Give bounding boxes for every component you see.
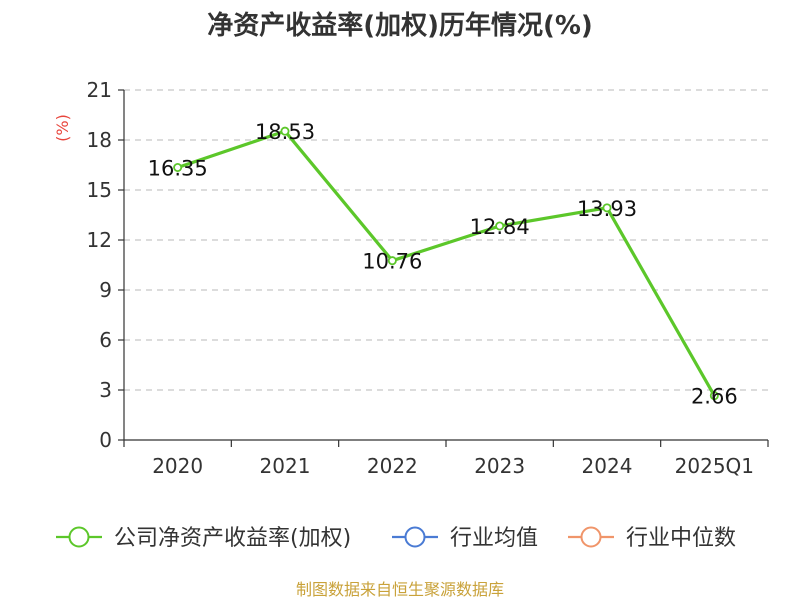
data-label: 13.93	[577, 197, 637, 221]
y-tick-label: 15	[87, 178, 112, 202]
series-layer	[173, 126, 719, 401]
x-tick-label-2022: 2022	[367, 454, 418, 478]
legend-marker-1	[404, 526, 426, 548]
legend: 公司净资产收益率(加权) 行业均值 行业中位数	[56, 526, 736, 551]
x-tick-label-2025Q1: 2025Q1	[675, 454, 754, 478]
legend-label-2: 行业中位数	[626, 526, 736, 551]
legend-label-1: 行业均值	[450, 526, 538, 551]
data-point	[602, 203, 612, 213]
data-point	[173, 162, 183, 172]
chart-title: 净资产收益率(加权)历年情况(%)	[207, 10, 593, 41]
data-label: 12.84	[470, 215, 530, 239]
series-line-0	[177, 129, 716, 397]
y-tick-label: 18	[87, 128, 112, 152]
y-tick-label: 0	[99, 428, 112, 452]
y-tick-label: 9	[99, 278, 112, 302]
y-tick-label: 21	[87, 78, 112, 102]
data-point	[709, 391, 719, 401]
data-label: 2.66	[691, 385, 738, 409]
data-point	[387, 256, 397, 266]
data-label: 18.53	[255, 120, 315, 144]
x-tick-label-2024: 2024	[582, 454, 633, 478]
legend-marker-2	[580, 526, 602, 548]
data-point	[495, 221, 505, 231]
x-tick-label-2020: 2020	[152, 454, 203, 478]
x-tick-label-2023: 2023	[474, 454, 525, 478]
y-axis-label: (%)	[53, 114, 72, 142]
data-label: 10.76	[362, 250, 422, 274]
data-labels: 16.35 18.53 10.76 12.84 13.93 2.66	[148, 120, 738, 409]
data-point	[280, 126, 290, 136]
y-tick-label: 6	[99, 328, 112, 352]
y-tick-label: 3	[99, 378, 112, 402]
legend-label-0: 公司净资产收益率(加权)	[114, 526, 351, 551]
x-tick-label-2021: 2021	[260, 454, 311, 478]
axes: 0 3 6 9 12 15 18 21 2020 2021 2022 2023 2024 2025Q1	[87, 78, 769, 478]
y-tick-label: 12	[87, 228, 112, 252]
grid-lines	[124, 89, 768, 391]
data-label: 16.35	[148, 157, 208, 181]
legend-marker-0	[68, 526, 90, 548]
source-note: 制图数据来自恒生聚源数据库	[296, 580, 504, 599]
